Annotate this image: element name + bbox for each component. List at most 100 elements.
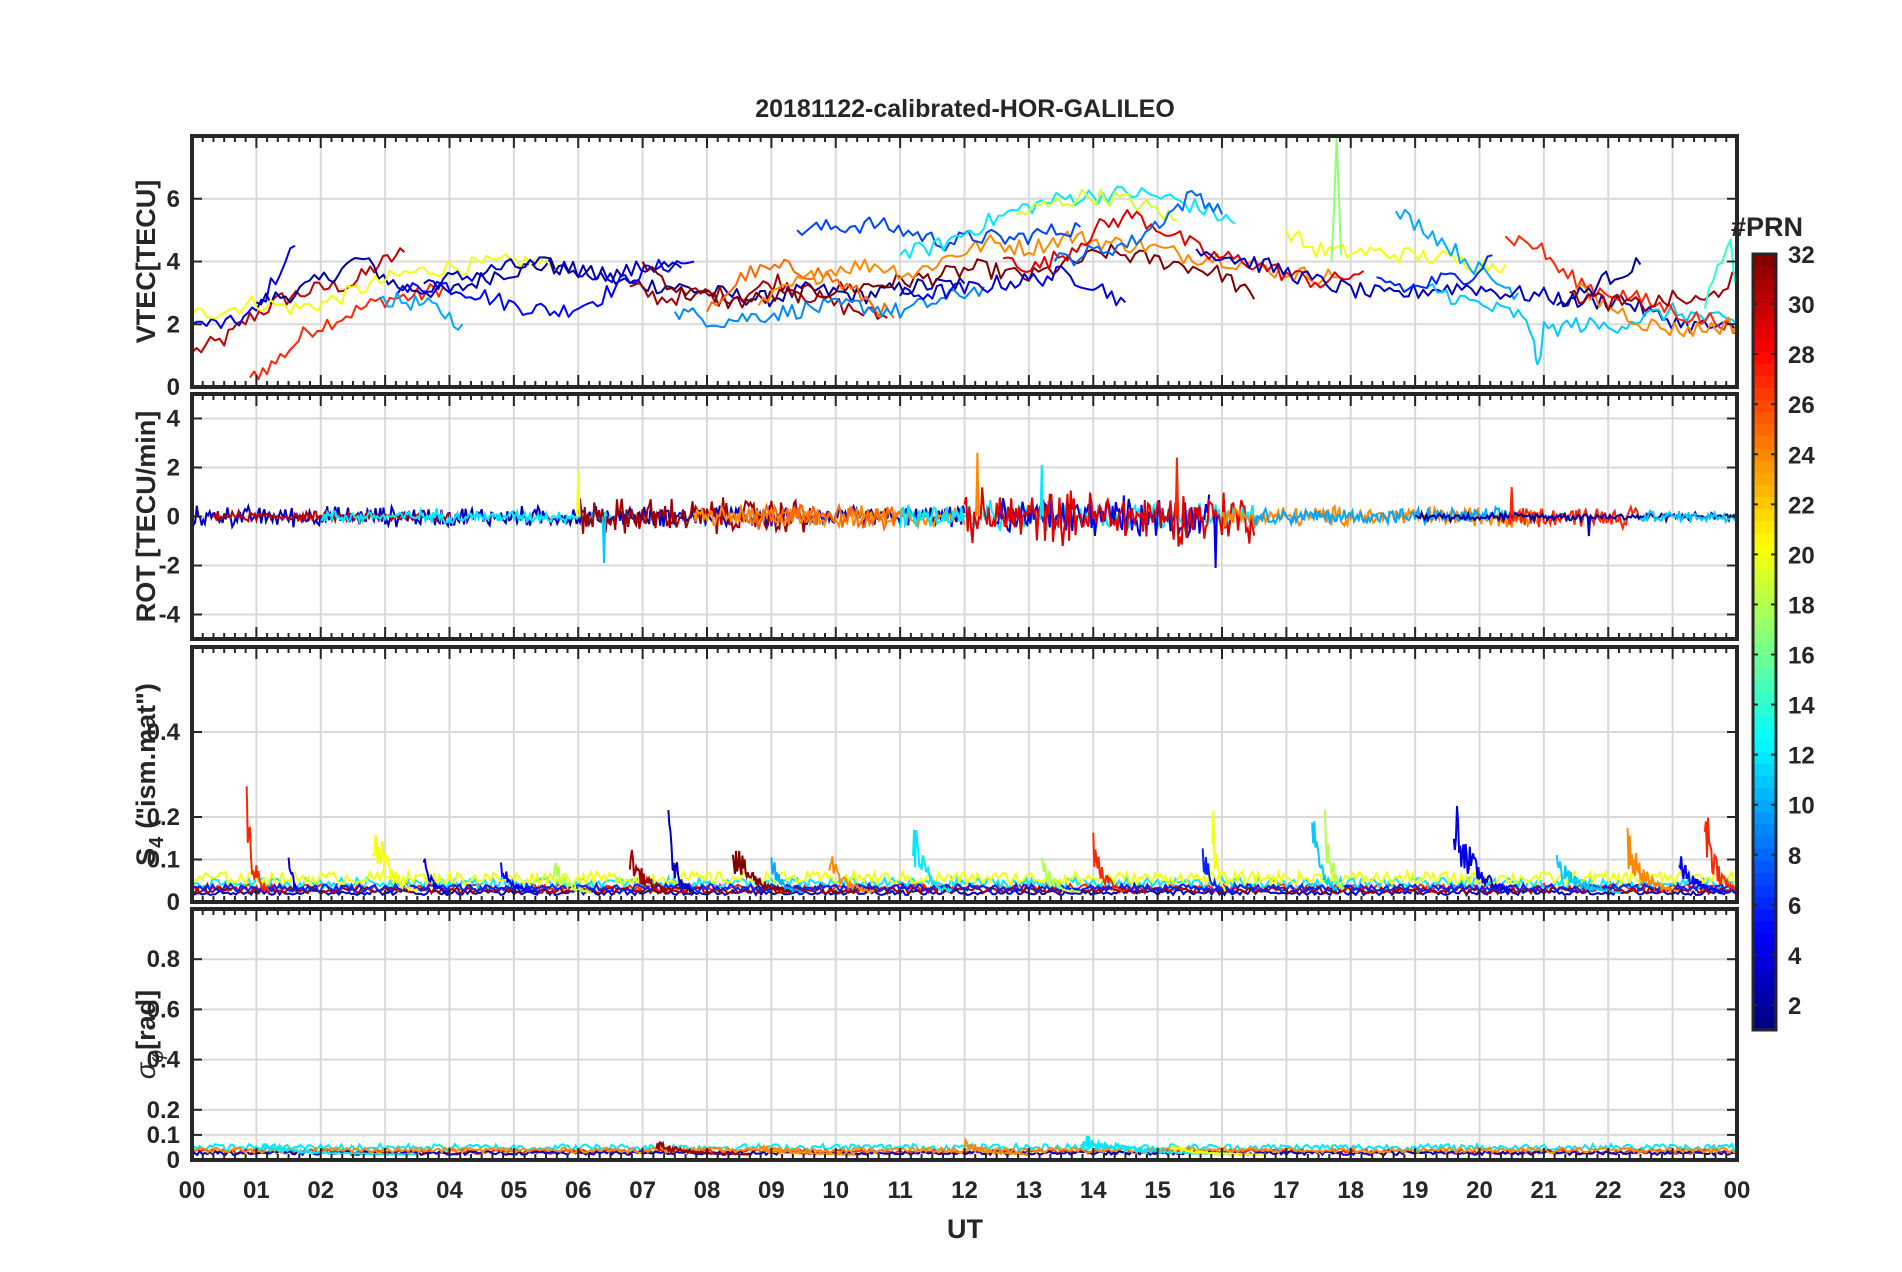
- x-tick-label: 20: [1466, 1177, 1493, 1204]
- colorbar-segment: [1753, 290, 1776, 304]
- y-tick-label: 0: [167, 1147, 180, 1174]
- colorbar-tick-label: 14: [1788, 693, 1815, 720]
- colorbar-segment: [1753, 1005, 1776, 1019]
- burst-trace-prn-18: [552, 862, 592, 895]
- colorbar-tick-label: 12: [1788, 743, 1815, 770]
- rot-trace-prn-24: [1221, 503, 1545, 529]
- series-line-prn-7: [796, 216, 1082, 252]
- colorbar-segment: [1753, 799, 1776, 813]
- x-tick-label: 03: [372, 1177, 399, 1204]
- burst-trace-prn-4: [1452, 805, 1513, 893]
- colorbar-segment: [1753, 411, 1776, 425]
- colorbar-tick-label: 16: [1788, 643, 1815, 670]
- series-line-prn-32: [641, 243, 1256, 310]
- series-line-prn-9: [673, 286, 985, 329]
- x-tick-label: 13: [1016, 1177, 1043, 1204]
- y-tick-label: 0.1: [147, 847, 180, 874]
- colorbar-tick-label: 2: [1788, 993, 1801, 1020]
- burst-trace-prn-20: [1211, 810, 1227, 892]
- burst-trace-prn-18: [1324, 809, 1345, 892]
- series-line-prn-10: [1394, 208, 1519, 301]
- rot-spike-prn-20: [576, 472, 581, 517]
- colorbar-tick-label: 20: [1788, 542, 1815, 569]
- series-line-prn-2: [1556, 257, 1642, 307]
- rot-spike-prn-27: [1174, 457, 1180, 517]
- colorbar-segment: [1753, 642, 1776, 655]
- y-tick-label: 0: [167, 504, 180, 531]
- x-tick-label: 16: [1209, 1177, 1236, 1204]
- burst-trace-prn-31: [655, 1140, 753, 1156]
- burst-trace-prn-5: [1678, 856, 1732, 894]
- y-tick-label: 0.2: [147, 804, 180, 831]
- colorbar-tick-label: 6: [1788, 893, 1801, 920]
- x-tick-label: 10: [822, 1177, 849, 1204]
- y-tick-label: 6: [167, 186, 180, 213]
- rot-spike-prn-4: [1213, 516, 1218, 569]
- burst-trace-prn-31: [628, 849, 682, 894]
- panel-frame: [190, 645, 1739, 904]
- colorbar-segment: [1753, 557, 1776, 570]
- series-line-prn-3: [423, 256, 682, 291]
- y-label-rest: [rad]: [131, 990, 161, 1050]
- burst-trace-prn-18: [1040, 857, 1082, 894]
- y-tick-label: 0.4: [147, 719, 181, 746]
- burst-trace-prn-20: [1169, 1144, 1268, 1156]
- rot-trace-prn-27: [1498, 503, 1642, 532]
- burst-trace-prn-20: [371, 834, 419, 893]
- panel-frame: [190, 907, 1739, 1162]
- colorbar-segment: [1753, 726, 1776, 740]
- colorbar-segment: [1753, 351, 1776, 364]
- burst-trace-prn-3: [667, 810, 695, 893]
- burst-trace-prn-24: [757, 1143, 856, 1157]
- burst-trace-prn-27: [1092, 832, 1126, 893]
- colorbar-tick-label: 28: [1788, 342, 1815, 369]
- colorbar-segment: [1753, 314, 1776, 328]
- burst-trace-prn-10: [770, 857, 804, 894]
- colorbar-segment: [1753, 460, 1776, 473]
- x-tick-label: 21: [1531, 1177, 1558, 1204]
- series-line-prn-11: [1427, 283, 1738, 366]
- colorbar-segment: [1753, 375, 1776, 388]
- rot-trace-prn-29: [963, 487, 1256, 547]
- series-line-prn-19: [1015, 188, 1178, 222]
- x-tick-label: 08: [694, 1177, 721, 1204]
- y-tick-label: -2: [159, 553, 180, 580]
- rot-trace-prn-12: [320, 506, 612, 526]
- colorbar-segment: [1753, 399, 1776, 413]
- series-line-prn-12: [899, 185, 1236, 259]
- colorbar-segment: [1753, 520, 1776, 534]
- colorbar-segment: [1753, 593, 1776, 607]
- colorbar-segment: [1753, 629, 1776, 643]
- y-tick-label: 0: [167, 889, 180, 916]
- series-line-prn-5: [397, 258, 695, 318]
- x-tick-label: 00: [1724, 1177, 1751, 1204]
- burst-trace-prn-27: [1703, 817, 1738, 892]
- rot-trace-prn-11: [1639, 509, 1738, 525]
- y-tick-label: 0.6: [147, 996, 180, 1023]
- x-tick-labels: 00 01 02 03 04 05 06 07 08 09 10 11 12 13 14 15 16 17 18 19…: [179, 1177, 1751, 1204]
- x-tick-label: 00: [179, 1177, 206, 1204]
- colorbar-segment: [1753, 508, 1776, 522]
- colorbar-segment: [1753, 363, 1776, 376]
- colorbar-segment: [1753, 545, 1776, 558]
- colorbar-segment: [1753, 338, 1776, 352]
- colorbar-tick-label: 4: [1788, 943, 1802, 970]
- y-tick-label: 0: [167, 374, 180, 401]
- x-tick-label: 01: [243, 1177, 270, 1204]
- series-line-prn-4: [191, 244, 296, 329]
- colorbar-segment: [1753, 908, 1776, 922]
- x-tick-label: 12: [951, 1177, 978, 1204]
- rot-spike-prn-3: [1586, 516, 1592, 537]
- y-label-symbol: σ: [131, 1061, 161, 1079]
- colorbar-segment: [1753, 884, 1776, 898]
- series-line-prn-27: [249, 283, 445, 381]
- burst-trace-prn-6: [1201, 848, 1236, 895]
- rot-spike-prn-12: [1039, 465, 1044, 517]
- colorbar-segment: [1753, 896, 1776, 910]
- x-tick-label: 11: [887, 1177, 912, 1204]
- series-line-prn-4: [899, 265, 1127, 307]
- colorbar-segment: [1753, 751, 1776, 764]
